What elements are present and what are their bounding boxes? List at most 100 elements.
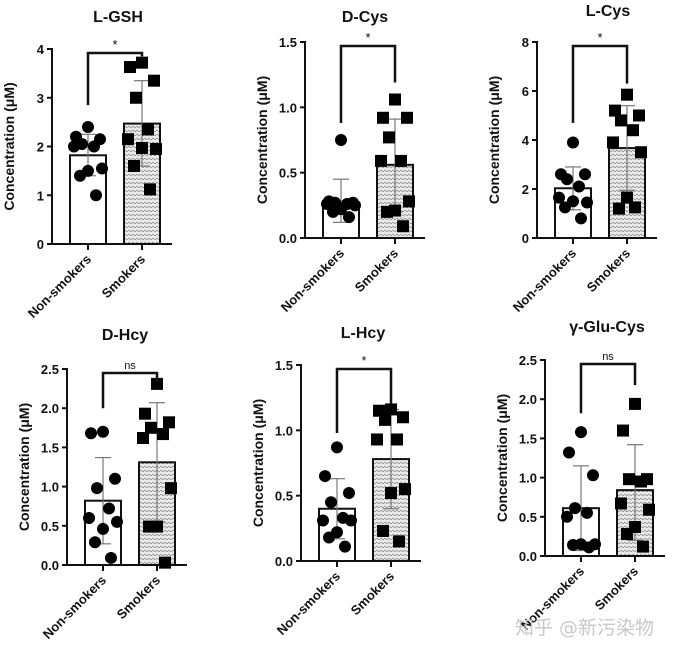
data-point-smokers (377, 111, 389, 124)
data-point-non-smokers (85, 427, 97, 440)
chart-title: D-Cys (342, 9, 388, 26)
x-category-label: Smokers (348, 569, 397, 618)
y-tick-label: 1.5 (41, 440, 59, 455)
data-point-non-smokers (583, 541, 595, 554)
data-point-smokers (621, 528, 633, 541)
data-point-smokers (137, 431, 149, 444)
x-category-label: Non-smokers (278, 246, 347, 315)
data-point-non-smokers (111, 515, 123, 528)
y-axis-label: Concentration (μM) (16, 403, 32, 531)
data-point-smokers (385, 487, 397, 500)
data-point-smokers (623, 473, 635, 486)
y-tick-label: 4 (37, 42, 45, 57)
y-tick-label: 1.5 (275, 358, 293, 373)
data-point-non-smokers (323, 531, 335, 544)
data-point-smokers (383, 131, 395, 144)
y-tick-label: 0.0 (41, 558, 59, 573)
data-point-non-smokers (569, 502, 581, 515)
y-tick-label: 1.0 (41, 480, 59, 495)
data-point-non-smokers (343, 211, 355, 224)
data-point-non-smokers (74, 169, 86, 182)
data-point-smokers (122, 133, 134, 146)
data-point-smokers (373, 404, 385, 417)
data-point-smokers (148, 74, 160, 87)
x-category-label: Smokers (584, 246, 633, 295)
data-point-smokers (385, 403, 397, 416)
significance-bracket (86, 51, 144, 106)
y-tick-label: 2 (522, 182, 529, 197)
data-point-smokers (633, 109, 645, 122)
data-point-non-smokers (553, 191, 565, 204)
data-point-smokers (613, 202, 625, 215)
data-point-smokers (629, 397, 641, 410)
data-point-smokers (635, 146, 647, 159)
data-point-non-smokers (88, 140, 100, 153)
x-category-label: Smokers (114, 573, 163, 622)
significance-bracket (579, 362, 637, 414)
data-point-smokers (136, 56, 148, 69)
y-tick-label: 1.5 (519, 431, 537, 446)
data-point-smokers (617, 424, 629, 437)
data-point-non-smokers (339, 540, 351, 553)
panel-d-hcy: D-Hcy Concentration (μM) 0.0 0.5 1.0 1.5 2.0 2.… (16, 327, 187, 642)
data-point-smokers (621, 191, 633, 204)
data-point-smokers (397, 411, 409, 424)
chart-title: L-GSH (93, 9, 143, 26)
data-point-non-smokers (317, 514, 329, 527)
y-tick-label: 2.0 (519, 392, 537, 407)
y-tick-label: 1.0 (519, 471, 537, 486)
significance-label: * (365, 30, 370, 45)
data-point-non-smokers (96, 162, 108, 175)
data-point-smokers (381, 205, 393, 218)
data-point-non-smokers (573, 180, 585, 193)
x-category-label: Non-smokers (40, 573, 109, 642)
significance-label: * (361, 353, 366, 368)
y-axis-label: Concentration (μM) (1, 82, 17, 210)
panel-l-cys: L-Cys Concentration (μM) 0 2 4 6 8 Non-smokers S… (486, 3, 657, 315)
data-point-non-smokers (575, 426, 587, 439)
data-point-non-smokers (563, 446, 575, 459)
data-point-smokers (395, 154, 407, 167)
data-point-non-smokers (89, 536, 101, 549)
y-tick-label: 0.0 (279, 231, 297, 246)
y-axis-label: Concentration (μM) (250, 399, 266, 527)
data-point-non-smokers (579, 168, 591, 181)
data-point-non-smokers (325, 496, 337, 509)
y-tick-label: 1.0 (279, 100, 297, 115)
data-point-non-smokers (103, 502, 115, 515)
significance-label: * (112, 37, 117, 52)
significance-bracket (335, 367, 393, 433)
data-point-smokers (150, 142, 162, 155)
watermark: 知乎 @新污染物 (515, 617, 654, 639)
data-point-non-smokers (109, 472, 121, 485)
data-point-non-smokers (327, 205, 339, 218)
significance-label: ns (602, 351, 614, 363)
data-point-smokers (629, 201, 641, 214)
data-point-non-smokers (319, 470, 331, 483)
data-point-smokers (124, 61, 136, 74)
data-point-smokers (397, 220, 409, 233)
chart-title: γ-Glu-Cys (569, 319, 645, 336)
data-point-non-smokers (581, 506, 593, 519)
data-point-non-smokers (581, 196, 593, 209)
data-point-smokers (375, 154, 387, 167)
y-tick-label: 0.5 (519, 510, 537, 525)
y-tick-label: 0.5 (41, 519, 59, 534)
data-point-non-smokers (90, 189, 102, 202)
y-tick-label: 2.5 (41, 362, 59, 377)
data-point-non-smokers (559, 201, 571, 214)
y-tick-label: 1.0 (275, 423, 293, 438)
y-tick-label: 1 (37, 188, 44, 203)
data-point-non-smokers (97, 425, 109, 438)
data-point-non-smokers (561, 173, 573, 186)
data-point-non-smokers (561, 510, 573, 523)
data-point-smokers (128, 160, 140, 172)
significance-bracket (101, 371, 159, 409)
x-category-label: Non-smokers (25, 252, 94, 321)
data-point-smokers (165, 482, 177, 495)
chart-title: L-Cys (586, 3, 631, 20)
y-tick-label: 3 (37, 91, 44, 106)
y-tick-label: 0.0 (275, 554, 293, 569)
data-point-non-smokers (331, 441, 343, 454)
